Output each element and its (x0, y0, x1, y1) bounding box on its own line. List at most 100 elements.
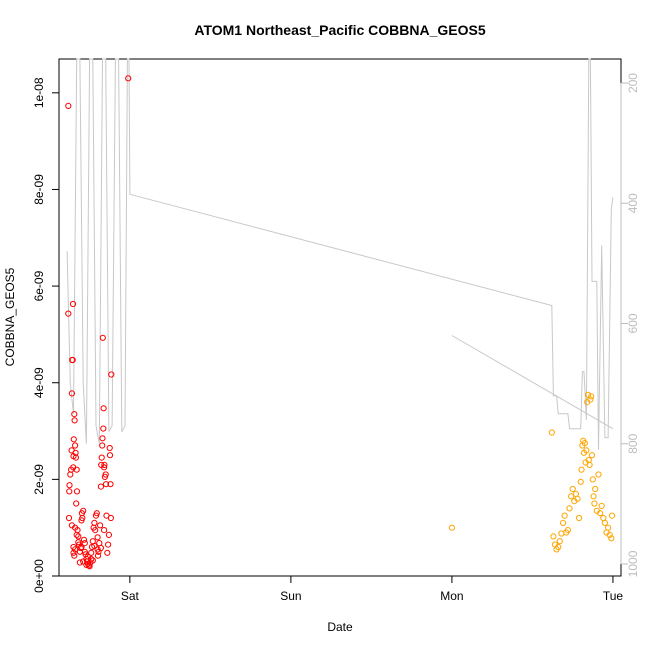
y-tick-label: 6e-09 (32, 270, 46, 301)
data-point (89, 557, 96, 564)
data-point (106, 452, 114, 459)
data-point (91, 542, 98, 550)
data-point (80, 536, 88, 543)
data-point (550, 533, 557, 540)
data-point (597, 510, 604, 517)
data-point (94, 552, 102, 559)
data-point (583, 447, 590, 454)
data-point (97, 522, 104, 529)
data-point (99, 442, 106, 449)
data-point (608, 535, 615, 542)
data-point (94, 534, 101, 541)
data-point (578, 466, 585, 473)
data-point (568, 493, 575, 500)
data-point (70, 549, 77, 556)
data-point (104, 549, 111, 556)
data-point (448, 524, 455, 531)
data-point (106, 444, 113, 452)
x-tick-label: Sun (280, 589, 301, 603)
data-point (101, 464, 108, 471)
data-point (66, 488, 73, 495)
data-point (590, 493, 597, 500)
data-point (73, 466, 80, 473)
data-point (72, 524, 79, 531)
y-axis: 0e+00 2e-09 4e-09 6e-09 8e-09 1e-08 (32, 77, 60, 593)
series-line-segment (66, 58, 614, 450)
data-point (81, 548, 88, 555)
series-line-segment (451, 335, 614, 430)
right-axis: 200 400 600 800 1000 (620, 73, 640, 577)
data-point (101, 527, 108, 534)
data-point (102, 481, 110, 488)
data-point (71, 552, 78, 559)
data-point (91, 519, 98, 527)
data-point (72, 442, 79, 449)
data-point (601, 519, 609, 527)
data-point (588, 452, 596, 459)
data-point (100, 425, 107, 432)
data-point (569, 485, 576, 493)
data-point (581, 440, 588, 447)
data-point (76, 559, 84, 566)
data-point (97, 483, 105, 490)
data-point (595, 471, 602, 478)
data-point (591, 500, 598, 507)
x-tick-label: Sat (121, 589, 140, 603)
x-tick-label: Mon (440, 589, 463, 603)
data-point (598, 502, 605, 509)
data-point (70, 436, 77, 443)
data-point (605, 524, 612, 531)
data-point (65, 310, 72, 317)
data-point (105, 531, 113, 539)
data-point (66, 482, 73, 489)
x-axis: Sat Sun Mon Tue (121, 575, 623, 603)
data-point (574, 495, 581, 502)
data-point (68, 390, 76, 397)
right-tick-label: 800 (626, 433, 640, 453)
data-point (100, 405, 107, 412)
data-point (609, 512, 616, 519)
data-point (555, 543, 562, 551)
data-point (586, 461, 593, 468)
data-point (125, 75, 132, 82)
data-point (92, 527, 99, 534)
y-tick-label: 8e-09 (32, 174, 46, 205)
data-point (71, 417, 78, 424)
data-point (84, 553, 92, 560)
x-axis-label: Date (327, 620, 353, 634)
data-point (561, 512, 568, 519)
data-point (75, 533, 82, 540)
y-tick-label: 0e+00 (32, 559, 46, 593)
data-point (101, 461, 108, 468)
y-axis-label: COBBNA_GEOS5 (3, 267, 17, 366)
data-point (107, 514, 115, 522)
data-point (86, 563, 93, 570)
data-point (564, 527, 572, 534)
data-point (93, 510, 100, 517)
data-point (99, 334, 106, 341)
data-point (78, 543, 85, 551)
data-point (589, 476, 596, 483)
right-tick-label: 600 (626, 313, 640, 333)
data-point (65, 514, 73, 522)
chart-title: ATOM1 Northeast_Pacific COBBNA_GEOS5 (194, 22, 485, 38)
y-tick-label: 1e-08 (32, 77, 46, 108)
data-point (97, 544, 105, 552)
data-point (556, 538, 563, 545)
data-point (69, 300, 77, 308)
data-point (99, 435, 106, 442)
y-tick-label: 2e-09 (32, 464, 46, 495)
data-point (98, 454, 105, 461)
points-group (65, 75, 616, 570)
data-point (72, 546, 79, 553)
data-point (559, 519, 567, 527)
plot-frame (58, 58, 622, 577)
data-point (71, 411, 78, 418)
data-point (577, 478, 584, 485)
data-point (566, 505, 573, 512)
data-point (65, 102, 72, 110)
data-point (88, 549, 95, 556)
data-point (102, 471, 109, 478)
right-tick-label: 200 (626, 73, 640, 93)
